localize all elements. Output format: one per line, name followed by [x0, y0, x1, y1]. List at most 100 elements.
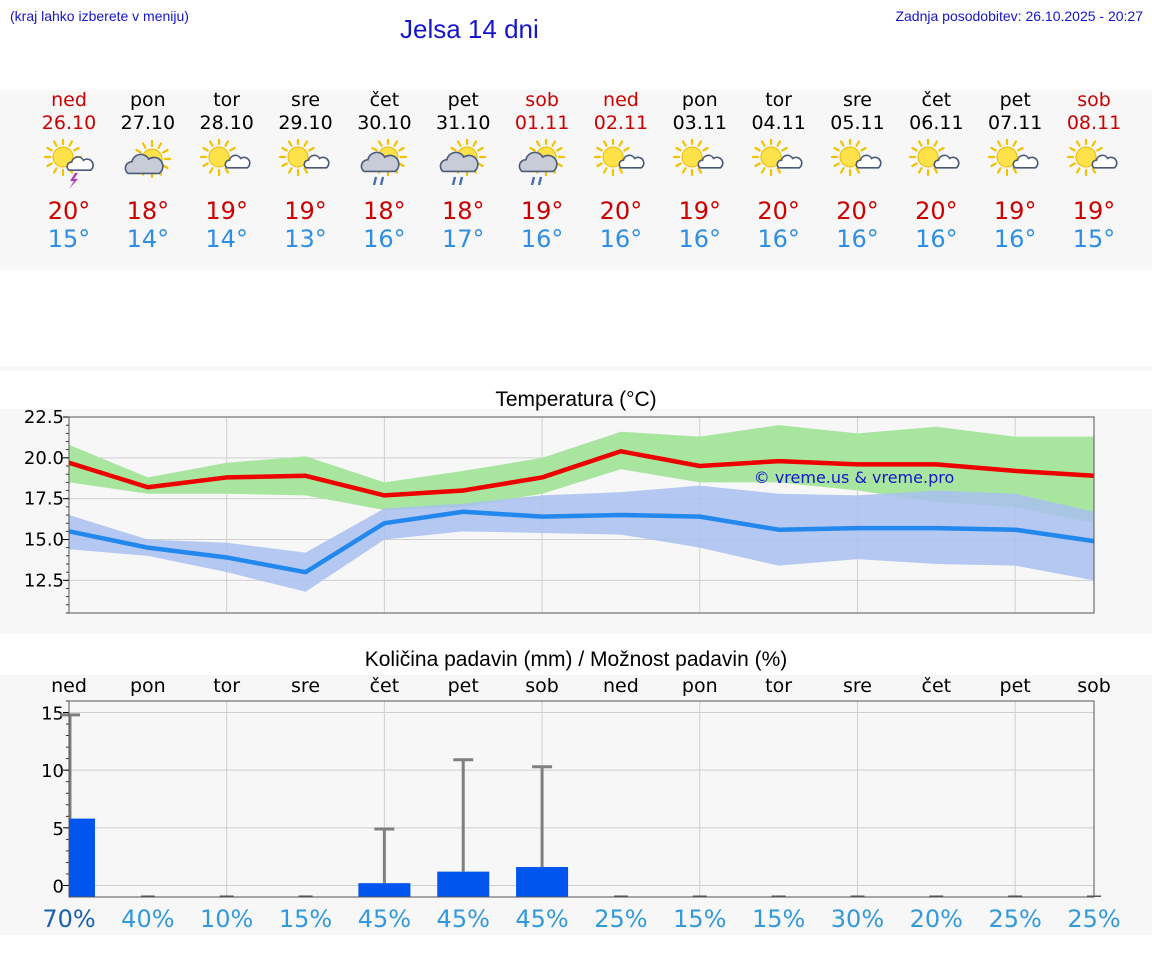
- temp-min: 17°: [441, 225, 485, 253]
- precip-probability: 45%: [358, 905, 411, 933]
- sun-icon: [199, 137, 238, 177]
- cloud-icon: [618, 154, 645, 169]
- sun-icon: [1066, 137, 1106, 177]
- day-name: čet: [921, 89, 952, 111]
- plot-frame: [68, 700, 1095, 898]
- sun-behind-cloud-icon: [124, 139, 171, 179]
- day-name: pon: [681, 89, 718, 111]
- cloud-icon: [224, 154, 251, 169]
- weather-icon: [118, 139, 178, 191]
- day-date: 27.10: [120, 112, 176, 134]
- precip-bar: [516, 867, 569, 897]
- precip-probability: 15%: [279, 905, 332, 933]
- precip-probability: 30%: [831, 905, 884, 933]
- x-category-label: tor: [765, 675, 792, 697]
- sun-small-cloud-icon: [751, 137, 803, 177]
- precip-probability: 70%: [42, 905, 95, 933]
- day-name: ned: [603, 89, 639, 111]
- sun-icon: [751, 137, 790, 177]
- temp-min: 16°: [757, 225, 800, 253]
- precip-bar: [1008, 895, 1023, 897]
- plot-frame: [68, 416, 1095, 614]
- day-column: sre 05.11 20° 16°: [818, 86, 898, 253]
- weather-icon: [39, 137, 99, 191]
- precip-probability: 40%: [121, 905, 174, 933]
- cloud-icon: [360, 151, 400, 173]
- day-name: sre: [843, 89, 872, 111]
- weather-icon: [354, 137, 414, 191]
- day-column: ned 26.10 20° 15°: [29, 86, 109, 253]
- temp-min: 15°: [47, 225, 91, 253]
- day-name: ned: [51, 89, 87, 111]
- sun-cloud-thunder-icon: [43, 137, 94, 189]
- line-min: [68, 509, 1095, 575]
- weather-icon: [828, 137, 888, 191]
- sun-small-cloud-icon: [1066, 137, 1118, 177]
- temp-max: 19°: [520, 197, 564, 225]
- temp-max: 19°: [993, 197, 1037, 225]
- precip-probability: 10%: [200, 905, 253, 933]
- precip-probability: 25%: [988, 905, 1041, 933]
- weather-icon: [670, 137, 730, 191]
- daily-forecast: ned 26.10 20° 15° pon 27.10 18° 14° tor 28.10 19° 1…: [0, 86, 1152, 270]
- y-tick-label: 20.0: [24, 448, 64, 469]
- precip-probability: 20%: [910, 905, 963, 933]
- day-date: 30.10: [357, 112, 412, 134]
- temp-min: 16°: [678, 225, 722, 253]
- precip-bar: [692, 895, 707, 897]
- temp-min: 14°: [205, 225, 248, 253]
- weather-icon: [512, 137, 572, 191]
- day-date: 31.10: [436, 112, 491, 134]
- temp-max: 19°: [1072, 197, 1116, 225]
- precip-bar: [929, 895, 944, 897]
- day-column: sob 08.11 19° 15°: [1054, 86, 1134, 253]
- weather-icon: [197, 137, 257, 191]
- precip-bar: [219, 895, 234, 897]
- day-date: 03.11: [672, 112, 727, 134]
- rain-drop: [452, 176, 457, 186]
- y-tick-label: 0: [53, 876, 64, 897]
- day-column: pon 03.11 19° 16°: [660, 86, 740, 253]
- temp-min: 16°: [599, 225, 643, 253]
- temp-max: 20°: [47, 197, 91, 225]
- sun-small-cloud-icon: [278, 137, 330, 177]
- temp-min: 16°: [836, 225, 879, 253]
- precip-chart-title: Količina padavin (mm) / Možnost padavin …: [364, 648, 788, 671]
- sun-small-cloud-icon: [199, 137, 251, 177]
- weather-icon: [433, 137, 493, 191]
- y-tick-label: 15.0: [24, 530, 64, 551]
- precip-probability: 25%: [1067, 905, 1120, 933]
- precipitation-chart: ned pon tor sre čet pet sob ned pon tor sre čet pet s…: [41, 675, 1121, 933]
- cloud-icon: [1091, 154, 1118, 169]
- temp-min: 13°: [284, 225, 327, 253]
- sun-small-cloud-icon: [672, 137, 724, 177]
- x-category-label: sre: [291, 675, 320, 697]
- precip-bar: [69, 818, 95, 897]
- precip-probability: 15%: [673, 905, 726, 933]
- watermark: © vreme.us & vreme.pro: [754, 468, 955, 487]
- divider: [0, 366, 1152, 371]
- temp-min: 16°: [363, 225, 406, 253]
- line-max: [68, 449, 1095, 498]
- weather-icon: [276, 137, 336, 191]
- sun-small-cloud-icon: [909, 137, 960, 177]
- weather-icon: [749, 137, 809, 191]
- temp-min: 14°: [126, 225, 170, 253]
- weather-icon: [906, 137, 966, 191]
- precip-probability: 45%: [515, 905, 568, 933]
- x-category-label: ned: [603, 675, 639, 697]
- y-tick-label: 5: [53, 819, 64, 840]
- day-column: sre 29.10 19° 13°: [266, 86, 346, 253]
- precip-bar: [298, 895, 313, 897]
- temp-min: 16°: [520, 225, 564, 253]
- day-name: pet: [999, 89, 1031, 111]
- x-category-label: pon: [682, 675, 718, 697]
- temp-max: 18°: [363, 197, 406, 225]
- location-hint: (kraj lahko izberete v meniju): [10, 8, 189, 24]
- cloud-icon: [697, 154, 724, 169]
- forecast-band: [0, 90, 1152, 270]
- day-name: tor: [213, 89, 241, 111]
- y-tick-label: 12.5: [24, 570, 64, 591]
- sun-cloud-rain-icon: [518, 137, 566, 186]
- day-column: čet 30.10 18° 16°: [344, 86, 424, 253]
